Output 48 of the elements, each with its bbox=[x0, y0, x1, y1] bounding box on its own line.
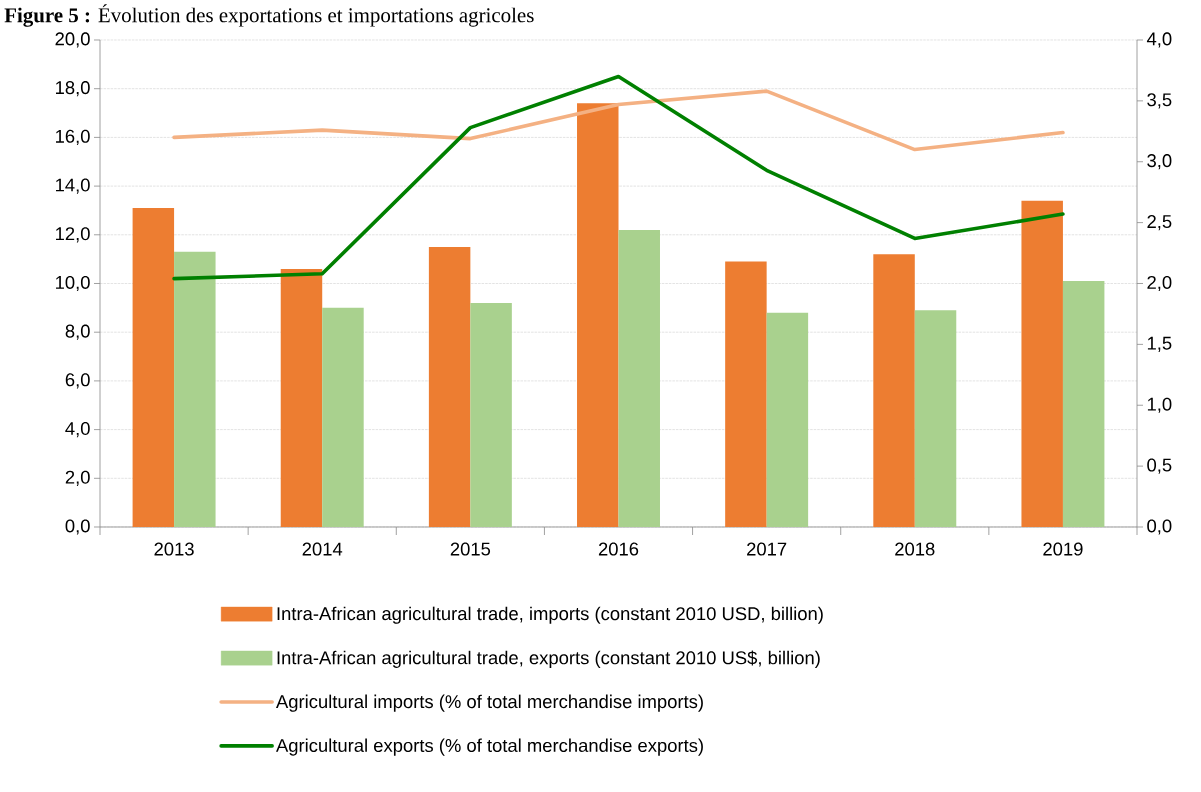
legend-label: Agricultural imports (% of total merchandise imports) bbox=[275, 694, 703, 712]
bar bbox=[725, 261, 767, 527]
bar bbox=[1062, 281, 1105, 527]
y2-tick-label: 1,5 bbox=[1147, 336, 1172, 352]
x-tick-label: 2016 bbox=[598, 542, 639, 556]
y-tick-label: 2,0 bbox=[65, 470, 90, 486]
bar bbox=[618, 229, 660, 527]
x-tick-label: 2013 bbox=[154, 542, 194, 556]
chart-title: Figure 5 : Évolution des exportations et importations agricoles bbox=[4, 4, 534, 27]
y-tick-label: 8,0 bbox=[65, 324, 90, 340]
bar bbox=[873, 254, 915, 527]
y2-tick-label: 0,0 bbox=[1147, 519, 1172, 535]
y-tick-label: 4,0 bbox=[65, 421, 90, 438]
y2-tick-label: 2,0 bbox=[1147, 275, 1172, 292]
bar bbox=[1021, 200, 1063, 527]
x-tick-label: 2014 bbox=[302, 542, 343, 556]
y-tick-label: 6,0 bbox=[65, 373, 90, 389]
y-tick-label: 20,0 bbox=[55, 32, 90, 48]
legend-label: Agricultural exports (% of total merchandise exports) bbox=[275, 738, 703, 756]
y-tick-label: 10,0 bbox=[56, 275, 90, 292]
bar bbox=[174, 251, 216, 527]
y2-tick-label: 4,0 bbox=[1146, 32, 1172, 48]
line-series bbox=[172, 74, 1065, 281]
y2-tick-label: 3,0 bbox=[1147, 154, 1172, 170]
y-tick-label: 18,0 bbox=[56, 81, 90, 97]
y2-tick-label: 2,5 bbox=[1147, 215, 1172, 231]
bar bbox=[577, 103, 619, 527]
bar bbox=[470, 302, 512, 527]
y-tick-label: 12,0 bbox=[56, 227, 90, 243]
bar bbox=[766, 312, 809, 527]
y-tick-label: 16,0 bbox=[56, 129, 90, 146]
x-tick-label: 2017 bbox=[747, 542, 787, 556]
y2-tick-label: 1,0 bbox=[1147, 397, 1172, 413]
bar bbox=[280, 268, 323, 527]
legend-label: Intra-African agricultural trade, exports (constant 2010 US$, billion) bbox=[277, 650, 820, 668]
bar bbox=[322, 307, 364, 527]
y-tick-label: 0,0 bbox=[65, 519, 90, 535]
x-tick-label: 2019 bbox=[1043, 542, 1083, 556]
y2-tick-label: 3,5 bbox=[1147, 93, 1172, 109]
bar bbox=[132, 208, 175, 527]
bar bbox=[428, 246, 471, 527]
legend-label: Intra-African agricultural trade, imports (constant 2010 USD, billion) bbox=[277, 606, 823, 624]
x-tick-label: 2015 bbox=[450, 542, 491, 556]
bar bbox=[914, 310, 957, 527]
line-series bbox=[172, 89, 1065, 152]
x-tick-label: 2018 bbox=[895, 542, 935, 556]
y-tick-label: 14,0 bbox=[56, 178, 90, 194]
y2-tick-label: 0,5 bbox=[1147, 458, 1172, 474]
